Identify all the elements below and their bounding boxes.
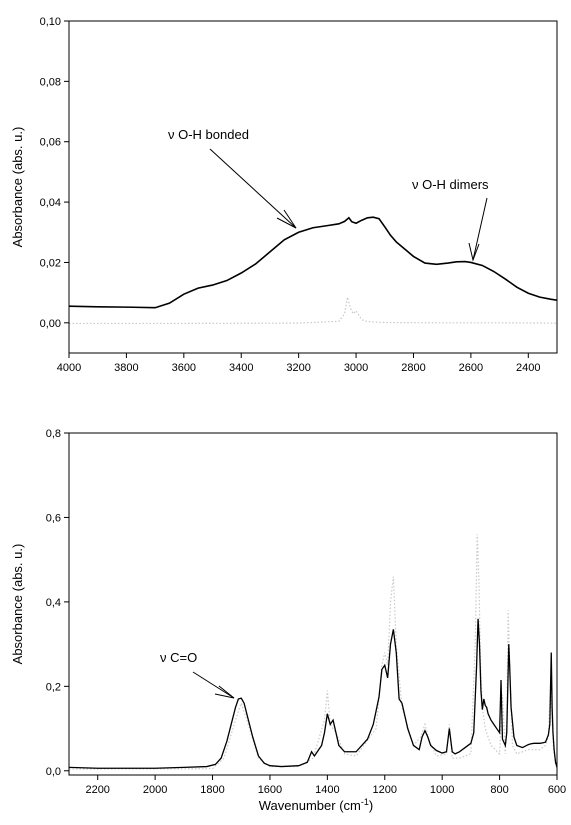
annotation-arrow-oh-dimers	[472, 197, 488, 261]
top-x-tick-label: 3000	[344, 362, 368, 374]
bottom-y-tick-label: 0,2	[46, 681, 61, 693]
bottom-series-main-line	[69, 618, 557, 769]
top-y-axis-label: Absorbance (abs. u.)	[10, 127, 25, 248]
bottom-x-axis: 2200 2000 1800 1600 1400 1200 1000 800 600	[85, 775, 566, 796]
top-y-tick-label: 0,10	[40, 16, 61, 28]
top-series-main-line	[69, 216, 557, 309]
top-x-tick-label: 2400	[516, 362, 540, 374]
annotation-arrow-co	[192, 671, 235, 699]
top-plot-area	[69, 216, 557, 325]
annotation-arrowhead-oh-bonded	[276, 209, 297, 229]
bottom-x-tick-label: 1600	[258, 784, 282, 796]
annotation-co: ν C=O	[160, 650, 197, 665]
top-x-tick-label: 2600	[459, 362, 483, 374]
bottom-x-tick-label: 1200	[373, 784, 397, 796]
top-y-tick-label: 0,02	[40, 257, 61, 269]
bottom-x-tick-label: 1400	[315, 784, 339, 796]
top-y-tick-label: 0,04	[40, 197, 61, 209]
bottom-y-axis: 0,0 0,2 0,4 0,6 0,8	[46, 428, 69, 778]
annotation-arrowhead-oh-dimers	[468, 242, 480, 262]
annotation-oh-bonded: ν O-H bonded	[168, 127, 249, 142]
top-x-axis: 4000 3800 3600 3400 3200 3000 2800 2600 2400	[57, 353, 541, 374]
top-x-tick-label: 3400	[229, 362, 253, 374]
annotation-arrowhead-co	[214, 685, 235, 699]
bottom-x-axis-label: Wavenumber (cm-1)	[259, 797, 373, 813]
annotation-oh-dimers: ν O-H dimers	[412, 177, 489, 192]
bottom-x-tick-label: 600	[548, 784, 566, 796]
top-plot-frame	[68, 20, 558, 354]
bottom-plot-frame	[68, 432, 558, 776]
bottom-y-tick-label: 0,8	[46, 428, 61, 440]
bottom-y-tick-label: 0,6	[46, 512, 61, 524]
bottom-y-tick-label: 0,0	[46, 766, 61, 778]
bottom-y-axis-label: Absorbance (abs. u.)	[10, 544, 25, 665]
annotation-arrow-oh-bonded	[209, 148, 297, 229]
top-x-tick-label: 3800	[114, 362, 138, 374]
top-y-axis: 0,00 0,02 0,04 0,06 0,08 0,10	[40, 16, 69, 330]
top-series-reference-line	[69, 297, 557, 325]
top-x-tick-label: 4000	[57, 362, 81, 374]
top-y-tick-label: 0,00	[40, 318, 61, 330]
bottom-x-tick-label: 1000	[430, 784, 454, 796]
top-x-tick-label: 3600	[172, 362, 196, 374]
bottom-x-tick-label: 1800	[200, 784, 224, 796]
bottom-y-tick-label: 0,4	[46, 597, 61, 609]
top-chart-panel: 4000 3800 3600 3400 3200 3000 2800 2600 2400 0,0…	[10, 16, 558, 374]
bottom-plot-area	[69, 534, 557, 770]
top-y-tick-label: 0,08	[40, 76, 61, 88]
bottom-chart-panel: 2200 2000 1800 1600 1400 1200 1000 800 600 0,00,…	[10, 428, 566, 813]
bottom-series-reference-line	[69, 534, 557, 770]
bottom-x-tick-label: 800	[490, 784, 508, 796]
bottom-x-tick-label: 2200	[85, 784, 109, 796]
bottom-x-tick-label: 2000	[143, 784, 167, 796]
top-x-tick-label: 2800	[401, 362, 425, 374]
top-y-tick-label: 0,06	[40, 137, 61, 149]
top-x-tick-label: 3200	[286, 362, 310, 374]
